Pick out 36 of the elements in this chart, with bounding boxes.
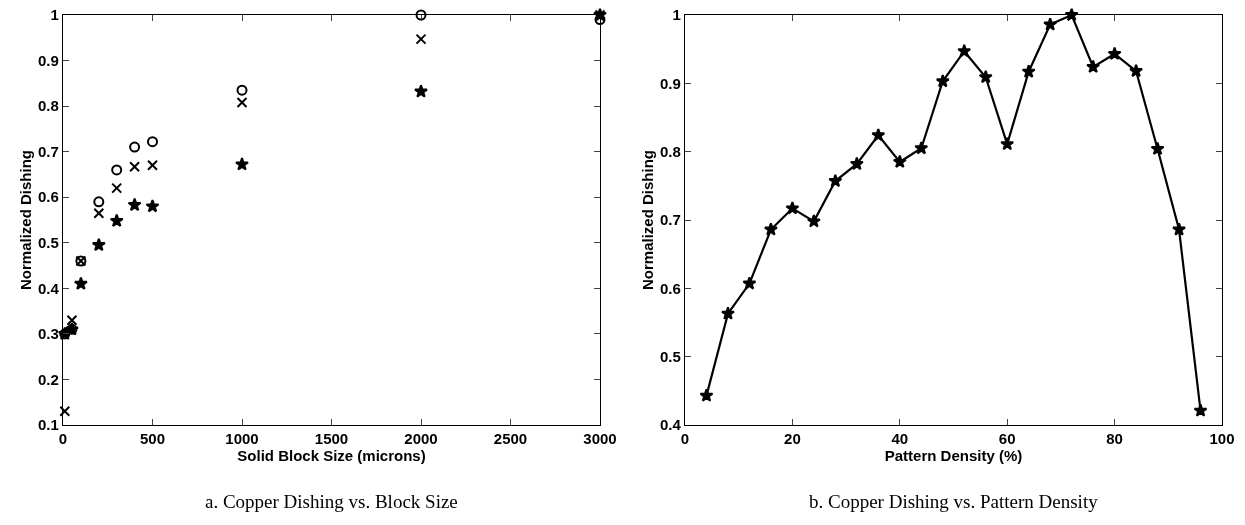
x-tick-label: 40 [891, 430, 909, 448]
x-tick-label: 80 [1106, 430, 1123, 448]
y-axis-title: Normalized Dishing [639, 149, 657, 291]
y-tick-label: 0.8 [37, 97, 59, 115]
x-tick-label: 3000 [583, 430, 617, 448]
y-tick-label: 0.9 [37, 51, 59, 69]
y-tick-label: 0.2 [37, 370, 59, 388]
x-axis-title: Pattern Density (%) [884, 447, 1023, 465]
y-tick-label: 0.5 [37, 234, 59, 252]
y-tick-label: 0.8 [659, 142, 681, 160]
text: a. Copper Dishing vs. Block Size [205, 491, 458, 512]
y-tick-label: 0.6 [659, 279, 681, 297]
y-tick-label: 0.7 [659, 211, 681, 229]
y-tick-label: 0.4 [37, 279, 60, 297]
y-tick-label: 1 [672, 6, 681, 24]
y-tick-label: 0.3 [37, 325, 59, 343]
x-tick-label: 20 [784, 430, 801, 448]
y-tick-label: 0.1 [37, 416, 59, 434]
x-tick-label: 0 [680, 430, 690, 448]
y-tick-label: 0.7 [37, 142, 59, 160]
x-tick-label: 1000 [225, 430, 259, 448]
y-tick-label: 1 [50, 6, 59, 24]
x-tick-label: 100 [1209, 430, 1235, 448]
x-tick-label: 500 [139, 430, 166, 448]
x-axis-title: Solid Block Size (microns) [237, 447, 426, 465]
x-tick-label: 60 [998, 430, 1016, 448]
x-tick-label: 2000 [404, 430, 438, 448]
y-tick-label: 0.4 [659, 416, 682, 434]
x-tick-label: 1500 [314, 430, 349, 448]
y-tick-label: 0.6 [37, 188, 59, 206]
x-tick-label: 0 [58, 430, 68, 448]
y-axis-title: Normalized Dishing [17, 149, 35, 291]
text: b. Copper Dishing vs. Pattern Density [809, 491, 1099, 512]
y-tick-label: 0.5 [659, 347, 681, 365]
y-tick-label: 0.9 [659, 74, 681, 92]
x-tick-label: 2500 [493, 430, 528, 448]
